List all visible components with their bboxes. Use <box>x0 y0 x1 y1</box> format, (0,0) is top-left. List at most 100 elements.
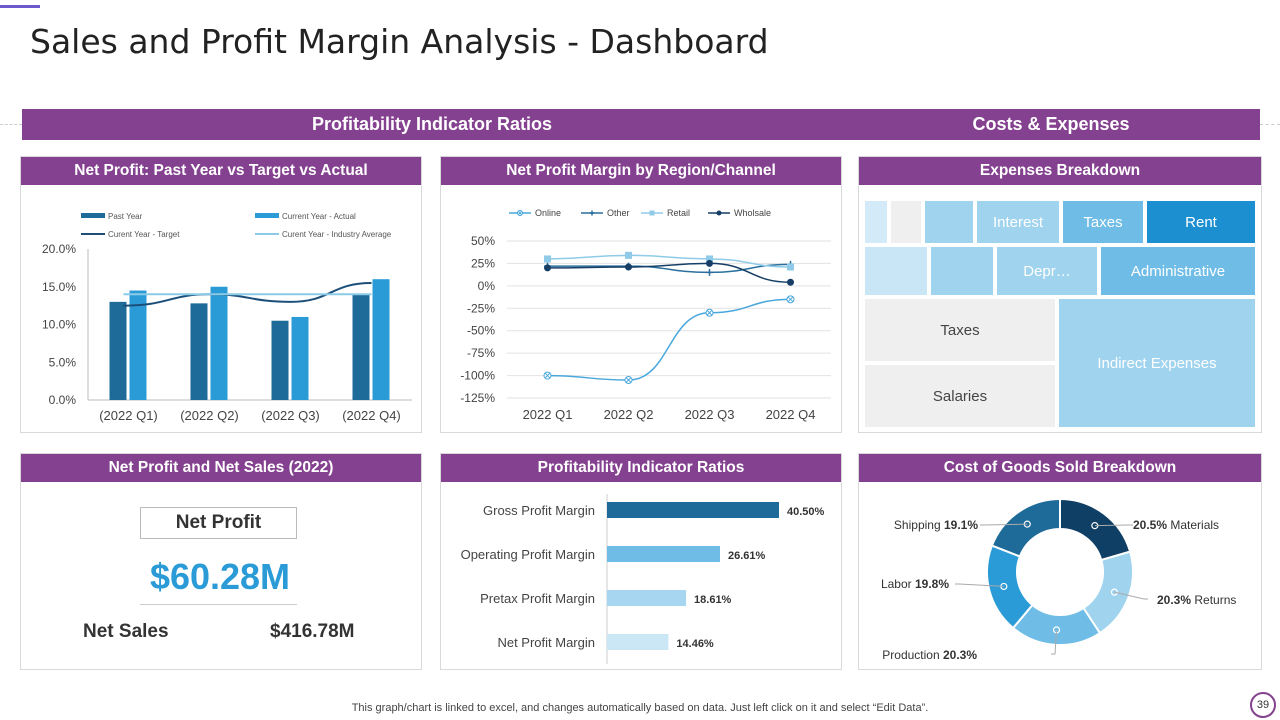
footer-note: This graph/chart is linked to excel, and… <box>351 702 929 714</box>
section-label: Costs & Expenses <box>972 114 1130 134</box>
slice-name: Production <box>882 648 943 662</box>
data-point <box>706 255 713 263</box>
slice-name: Materials <box>1170 518 1219 532</box>
section-label: Profitability Indicator Ratios <box>311 114 553 134</box>
leader-line <box>980 523 1028 526</box>
panel-title: Profitability Indicator Ratios <box>441 454 841 482</box>
net-sales-label: Net Sales <box>83 621 169 642</box>
divider <box>0 124 22 125</box>
x-tick-label: (2022 Q2) <box>180 408 239 423</box>
divider <box>1260 124 1280 125</box>
bar <box>352 294 370 400</box>
treemap-label: Depr… <box>1023 262 1071 280</box>
net-profit-chart[interactable]: Past Year Current Year - Actual Curent Yea… <box>21 157 421 432</box>
series-line <box>547 254 791 268</box>
bar <box>271 320 289 400</box>
data-point <box>544 255 551 263</box>
panel-title: Net Profit and Net Sales (2022) <box>21 454 421 482</box>
kpi-panel: Net Profit and Net Sales (2022) Net Prof… <box>20 453 422 670</box>
data-point <box>706 309 713 316</box>
bar <box>372 279 390 400</box>
treemap-administrative[interactable]: Administrative <box>1099 245 1257 297</box>
y-tick-label: -25% <box>467 301 495 315</box>
bar <box>210 286 228 400</box>
section-profitability: Profitability Indicator Ratios <box>22 109 842 140</box>
net-sales-value: $416.78M <box>270 621 355 642</box>
net-profit-panel: Net Profit: Past Year vs Target vs Actua… <box>20 156 422 433</box>
treemap-interest[interactable]: Interest <box>975 199 1061 245</box>
category-label: Pretax Profit Margin <box>480 591 595 606</box>
category-label: Operating Profit Margin <box>461 547 595 562</box>
legend-label: Other <box>607 208 630 218</box>
treemap-cell[interactable] <box>863 199 889 245</box>
legend-label: Past Year <box>108 212 143 221</box>
pie-slice <box>1059 497 1132 562</box>
bar <box>190 303 208 400</box>
data-point <box>706 259 713 267</box>
treemap-label: Administrative <box>1130 262 1226 280</box>
ratios-chart[interactable]: Gross Profit Margin 40.50% Operating Profi… <box>441 454 841 669</box>
treemap-depr[interactable]: Depr… <box>995 245 1099 297</box>
margin-region-panel: Net Profit Margin by Region/Channel 50% 2… <box>440 156 842 433</box>
treemap-salaries[interactable]: Salaries <box>863 363 1057 429</box>
bar <box>607 546 721 562</box>
data-point <box>625 377 632 383</box>
panel-title: Net Profit Margin by Region/Channel <box>441 157 841 185</box>
y-tick-label: -100% <box>460 369 495 383</box>
bar <box>109 301 127 400</box>
accent-line <box>0 5 40 8</box>
treemap-label: Rent <box>1185 213 1217 231</box>
legend-label: Online <box>535 208 561 218</box>
slice-label: Shipping 19.1% <box>894 518 978 532</box>
treemap-rent[interactable]: Rent <box>1145 199 1257 245</box>
bar <box>129 290 147 400</box>
expenses-treemap[interactable]: Interest Taxes Rent Depr… Administrative… <box>863 199 1257 429</box>
treemap-cell[interactable] <box>929 245 995 297</box>
cogs-chart[interactable]: 20.5% Materials 20.3% Returns Production 2… <box>859 454 1261 669</box>
cogs-panel: Cost of Goods Sold Breakdown 20.5% Mater… <box>858 453 1262 670</box>
panel-title: Expenses Breakdown <box>859 157 1261 185</box>
page-title: Sales and Profit Margin Analysis - Dashb… <box>30 22 769 61</box>
slice-label: 20.3% Returns <box>1157 593 1236 607</box>
page-number: 39 <box>1250 692 1276 718</box>
treemap-taxes[interactable]: Taxes <box>863 297 1057 363</box>
treemap-cell[interactable] <box>863 245 929 297</box>
legend-label: Curent Year - Industry Average <box>282 230 392 239</box>
series-line <box>547 262 791 284</box>
treemap-label: Interest <box>992 213 1044 231</box>
x-tick-label: (2022 Q1) <box>99 408 158 423</box>
slice-name: Returns <box>1194 593 1236 607</box>
panel-title: Net Profit: Past Year vs Target vs Actua… <box>21 157 421 185</box>
slice-label: 20.5% Materials <box>1133 518 1219 532</box>
treemap-taxes-top[interactable]: Taxes <box>1061 199 1145 245</box>
slice-name: Labor <box>881 577 915 591</box>
data-point <box>544 264 551 272</box>
leader-line <box>1051 629 1058 655</box>
bar <box>291 316 309 400</box>
y-tick-label: 5.0% <box>49 355 77 369</box>
slice-label: Labor 19.8% <box>881 577 949 591</box>
x-tick-label: 2022 Q4 <box>766 407 816 422</box>
margin-region-chart[interactable]: 50% 25% 0% -25% -50% -75% -100% -125% 2022 Q1 202… <box>441 157 841 432</box>
legend-swatch <box>81 213 105 218</box>
legend-label: Curent Year - Target <box>108 230 180 239</box>
net-profit-label: Net Profit <box>140 507 297 539</box>
y-tick-label: 20.0% <box>42 242 76 256</box>
data-point <box>706 268 713 276</box>
category-label: Gross Profit Margin <box>483 503 595 518</box>
series-line <box>547 298 791 381</box>
data-label: 26.61% <box>728 550 766 562</box>
leader-line <box>1114 591 1148 600</box>
treemap-cell[interactable] <box>889 199 923 245</box>
y-tick-label: 0% <box>478 279 496 293</box>
expenses-panel: Expenses Breakdown Interest Taxes Rent D… <box>858 156 1262 433</box>
label-anchor <box>1110 588 1118 596</box>
slice-value: 20.3% <box>943 648 977 662</box>
slice-value: 20.5% <box>1133 518 1170 532</box>
y-tick-label: 10.0% <box>42 318 76 332</box>
treemap-indirect-expenses[interactable]: Indirect Expenses <box>1057 297 1257 429</box>
net-profit-value: $60.28M <box>149 556 291 597</box>
treemap-cell[interactable] <box>923 199 975 245</box>
divider <box>140 604 297 605</box>
data-label: 18.61% <box>694 594 732 606</box>
